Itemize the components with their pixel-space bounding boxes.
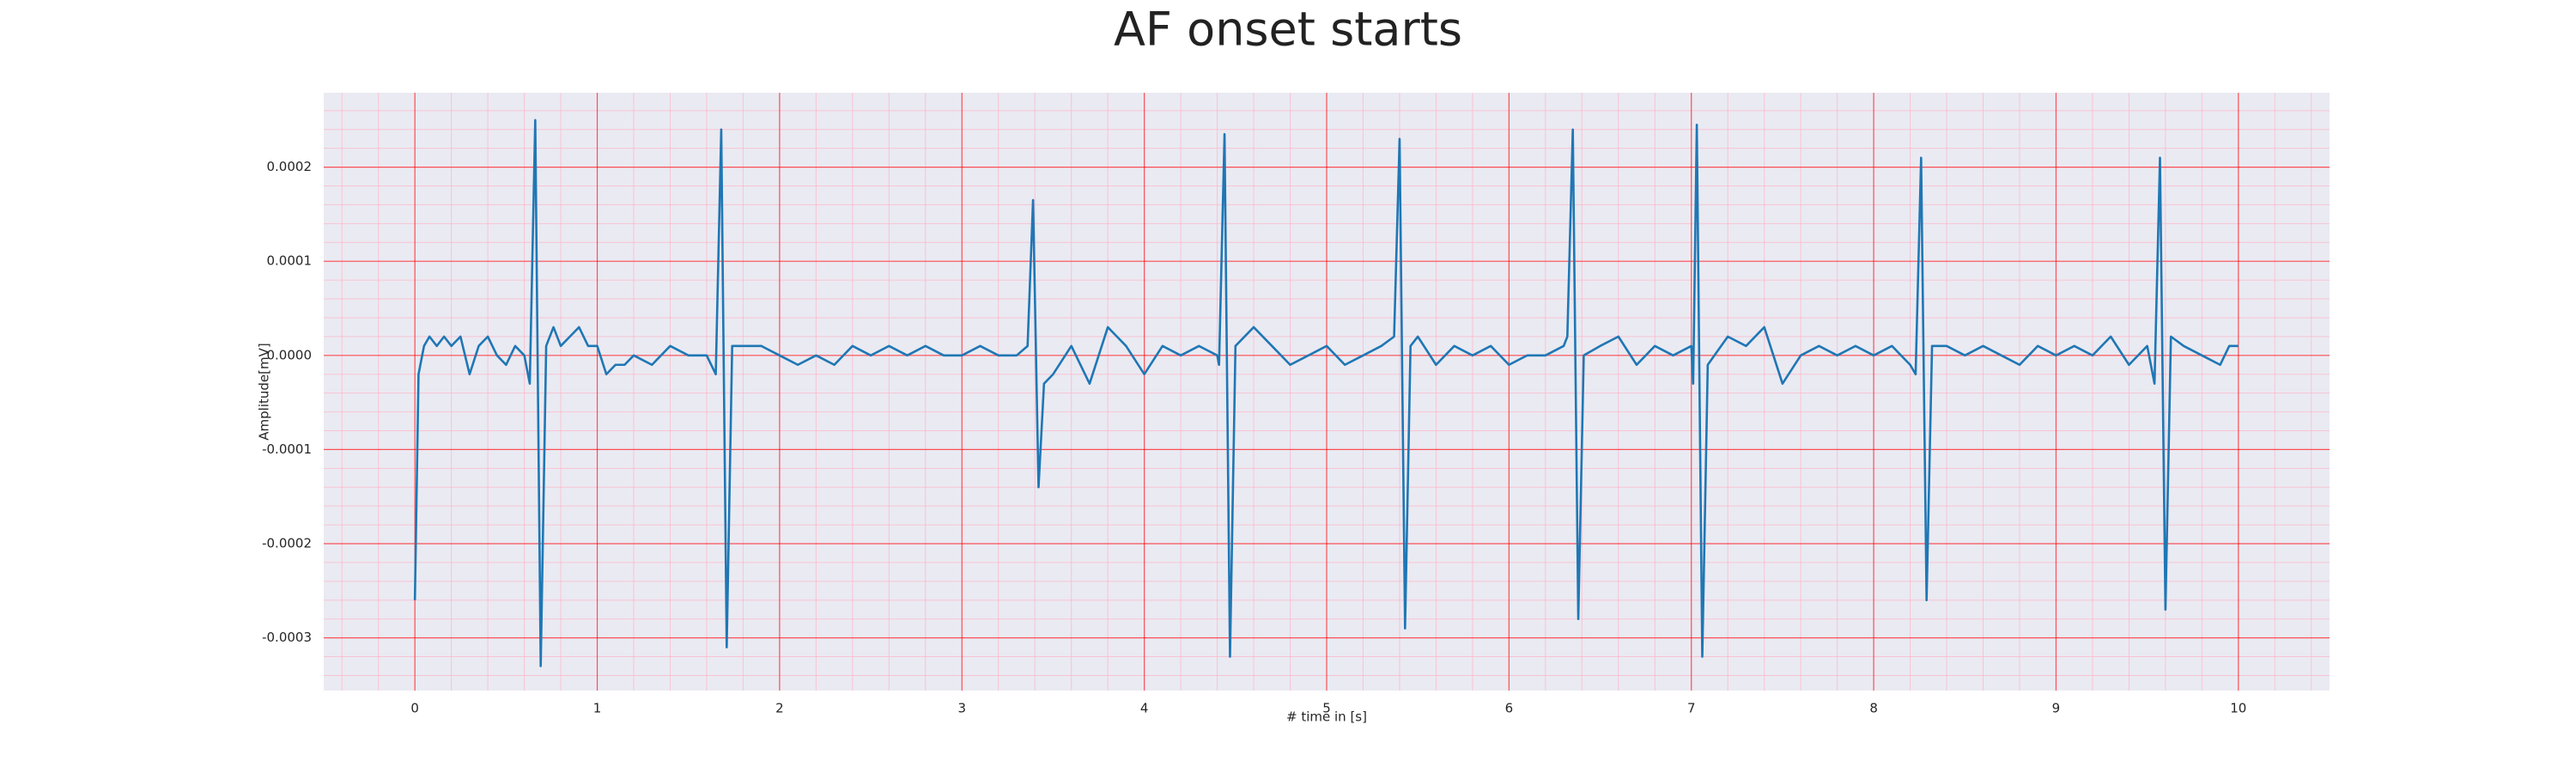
y-tick-label: -0.0001: [262, 441, 312, 457]
x-axis-label: # time in [s]: [1286, 709, 1367, 725]
x-tick-label: 5: [1322, 701, 1331, 716]
x-tick-label: 0: [410, 701, 419, 716]
ecg-line: [413, 119, 2239, 667]
x-tick-label: 1: [593, 701, 602, 716]
x-tick-label: 4: [1140, 701, 1149, 716]
x-tick-label: 8: [1869, 701, 1878, 716]
y-tick-label: -0.0002: [262, 536, 312, 551]
y-tick-label: 0.0000: [267, 347, 313, 362]
x-tick-label: 10: [2230, 701, 2246, 716]
y-tick-label: 0.0002: [267, 159, 313, 174]
chart-title: AF onset starts: [1114, 3, 1462, 57]
y-tick-label: 0.0001: [267, 253, 313, 269]
x-tick-label: 9: [2052, 701, 2061, 716]
y-tick-label: -0.0003: [262, 630, 312, 645]
x-tick-label: 3: [957, 701, 966, 716]
x-tick-label: 6: [1505, 701, 1514, 716]
x-tick-label: 2: [775, 701, 784, 716]
y-axis-label: Amplitude[mV]: [257, 343, 272, 440]
x-tick-label: 7: [1687, 701, 1696, 716]
